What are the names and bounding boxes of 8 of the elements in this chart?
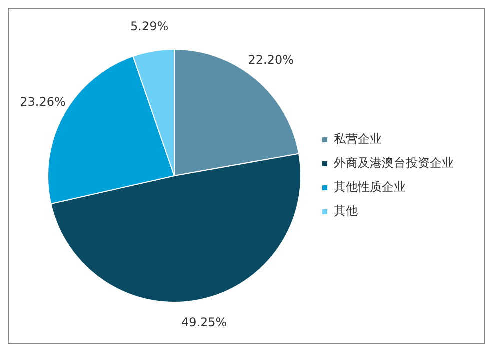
data-label: 23.26%: [20, 94, 66, 109]
legend-label: 其他性质企业: [334, 180, 406, 194]
legend-label: 外商及港澳台投资企业: [334, 156, 454, 170]
data-label: 22.20%: [248, 52, 294, 67]
legend-label: 私营企业: [334, 132, 382, 146]
data-label: 49.25%: [181, 316, 228, 330]
data-label: 5.29%: [130, 20, 169, 34]
legend-label: 其他: [334, 204, 358, 218]
